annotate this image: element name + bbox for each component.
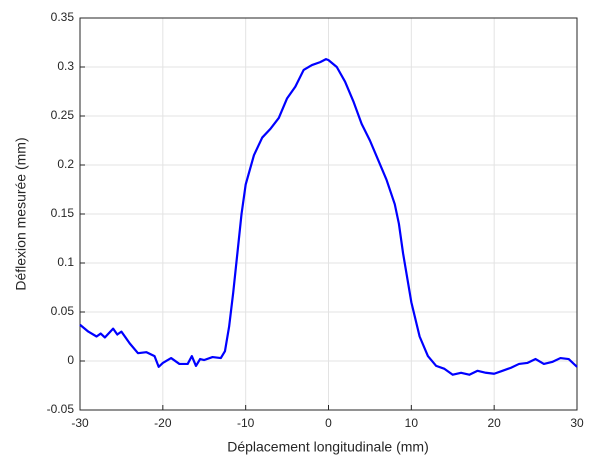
y-tick-label: 0.2: [57, 157, 74, 171]
data-line: [79, 58, 578, 376]
y-axis-label: Déflexion mesurée (mm): [13, 137, 29, 290]
x-tick-label: 0: [325, 416, 332, 430]
y-tick-label: 0.15: [51, 206, 75, 220]
x-axis-label: Déplacement longitudinale (mm): [227, 439, 429, 455]
y-tick-label: 0.3: [57, 59, 74, 73]
axes-box: [79, 17, 578, 411]
x-tick-label: 10: [405, 416, 419, 430]
x-tick-label: -10: [237, 416, 255, 430]
y-tick-label: 0.1: [57, 255, 74, 269]
x-tick-label: -20: [154, 416, 172, 430]
x-tick-label: 30: [570, 416, 584, 430]
y-tick-label: -0.05: [47, 402, 75, 416]
x-tick-label: -30: [71, 416, 89, 430]
y-tick-label: 0: [67, 353, 74, 367]
y-tick-label: 0.25: [51, 108, 75, 122]
y-tick-label: 0.05: [51, 304, 75, 318]
y-tick-label: 0.35: [51, 10, 75, 24]
x-tick-label: 20: [487, 416, 501, 430]
